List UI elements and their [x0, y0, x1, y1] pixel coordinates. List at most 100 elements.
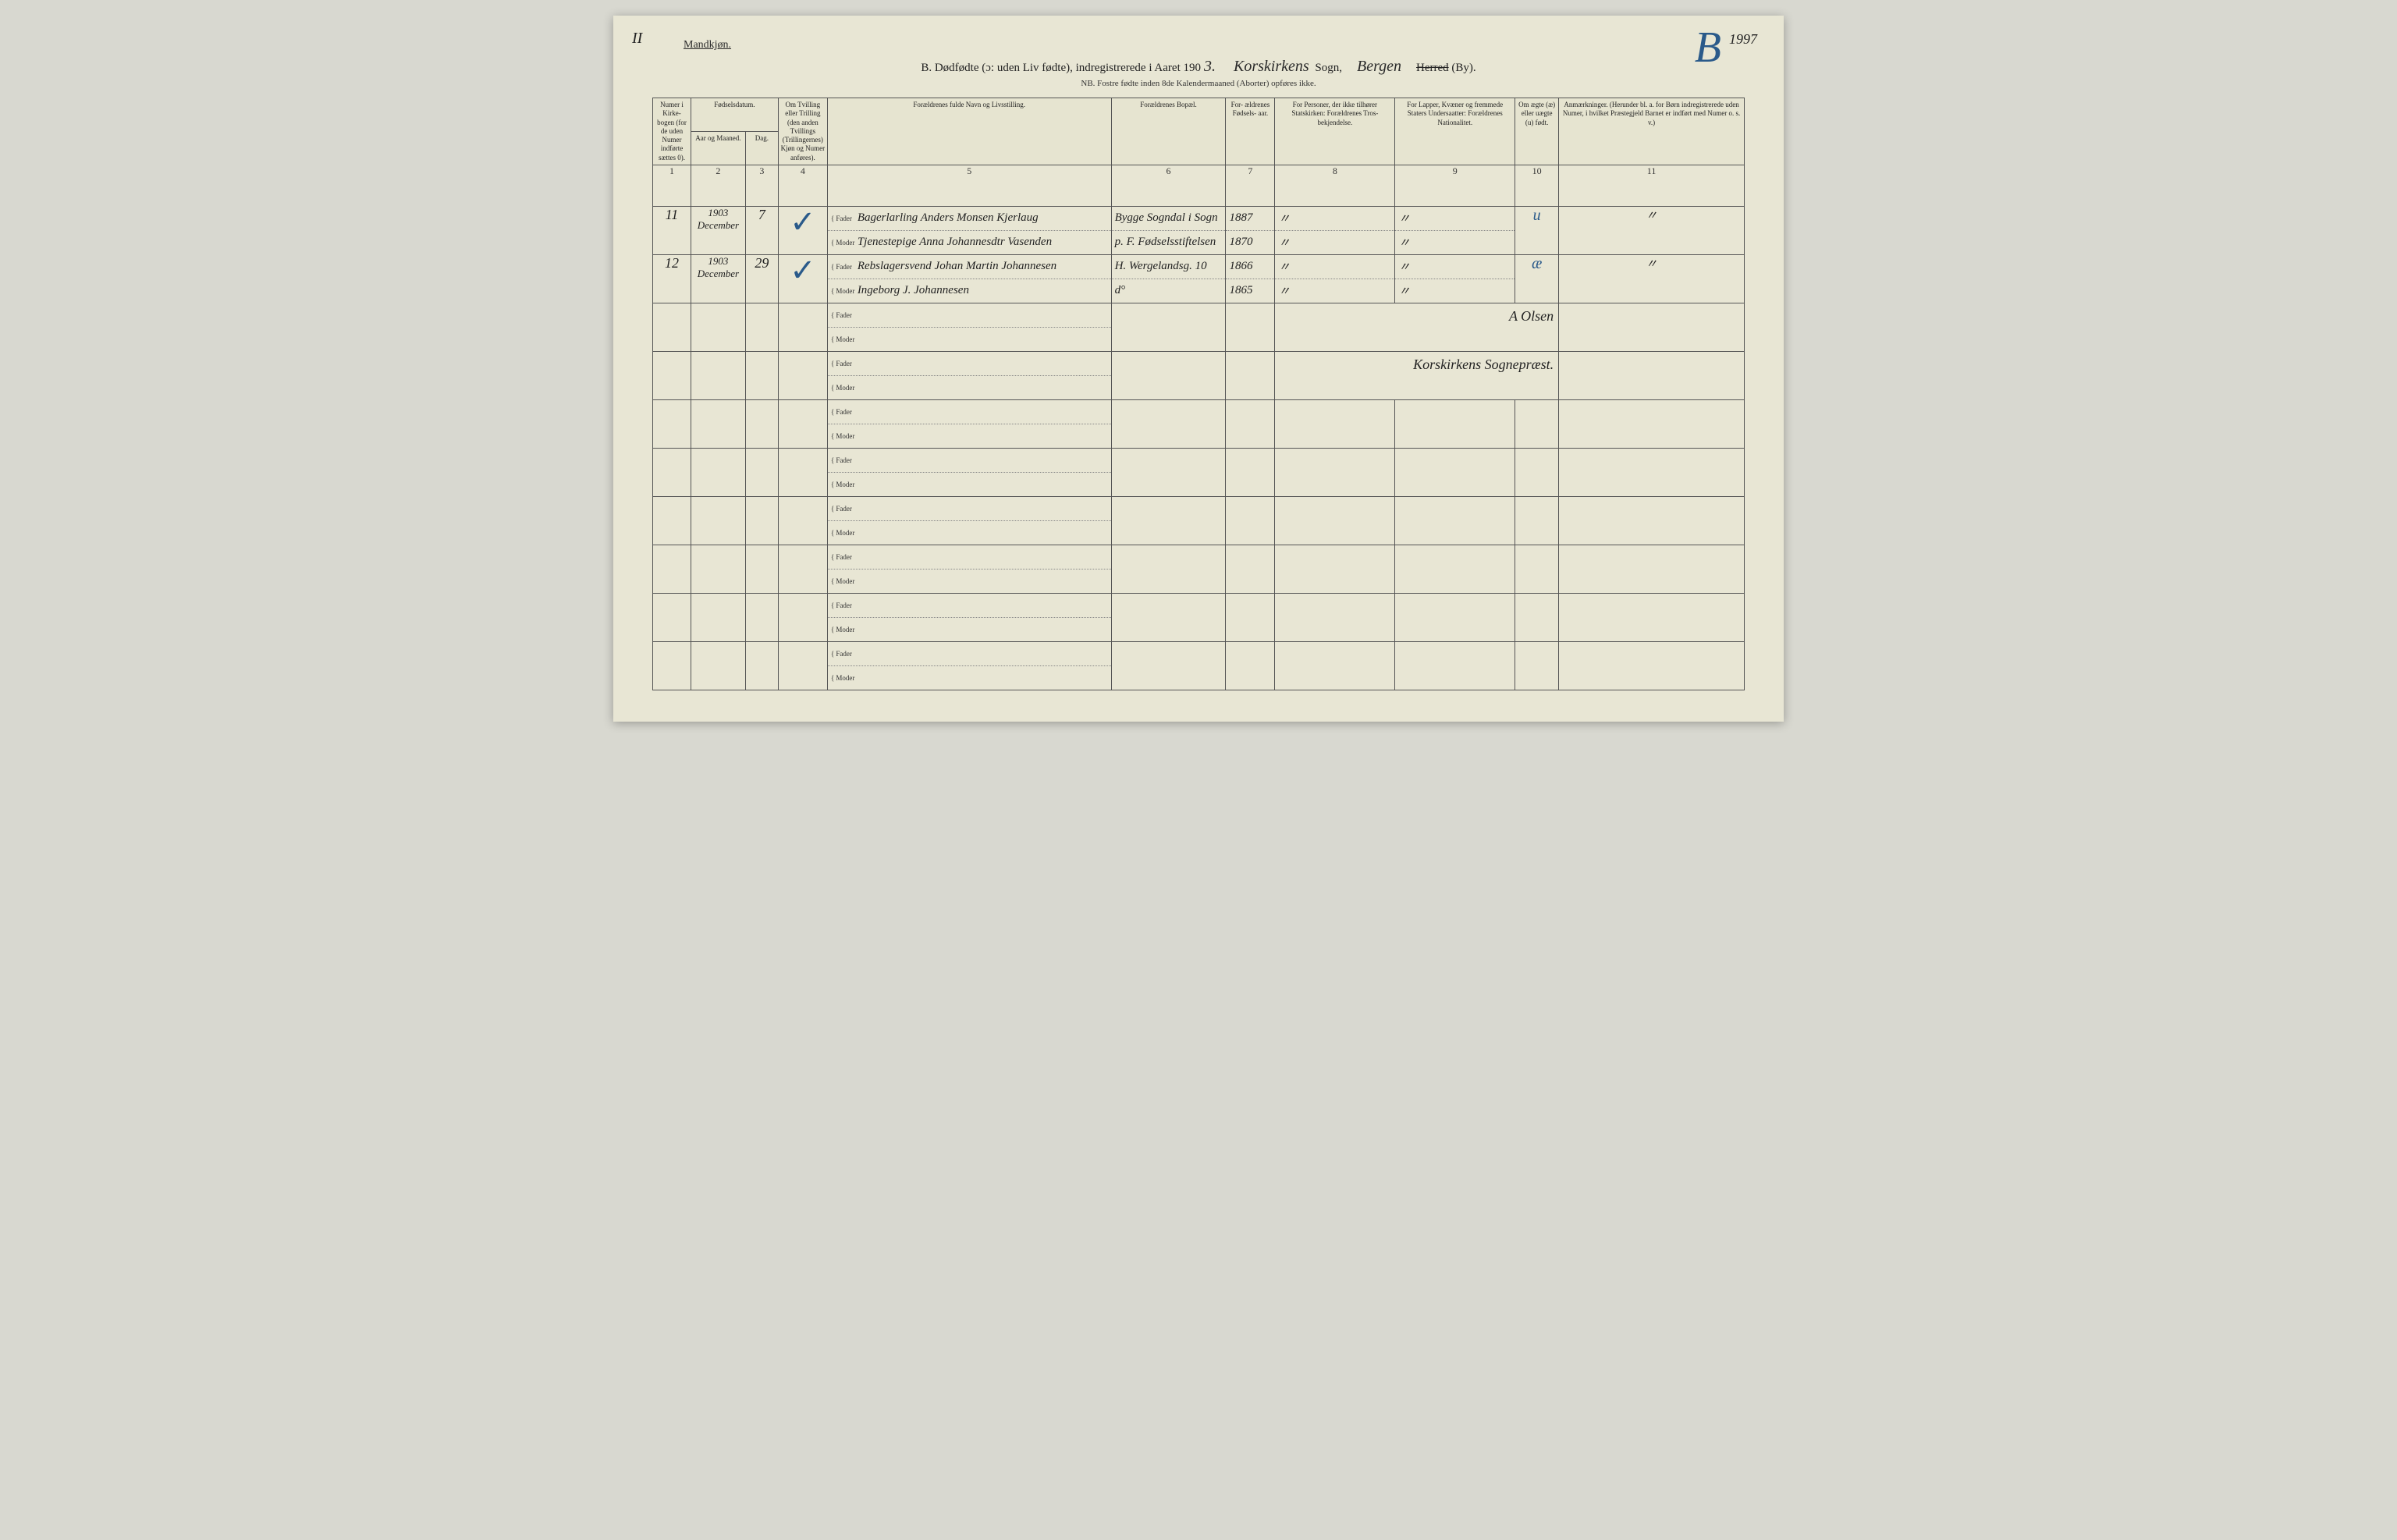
empty [1111, 496, 1226, 545]
title-year-suffix: 3. [1201, 58, 1219, 75]
empty [745, 545, 778, 593]
empty [1395, 593, 1515, 641]
empty [1559, 303, 1745, 351]
table-row: { Fader{ Moder [653, 545, 1745, 593]
empty [1226, 448, 1275, 496]
empty [1559, 545, 1745, 593]
colnum-10: 10 [1515, 165, 1559, 206]
twin-mark: ✓ [778, 254, 827, 303]
title-prefix: B. Dødfødte (ɔ: uden Liv fødte), indregi… [921, 62, 1201, 74]
parents-names: { Fader{ Moder [827, 448, 1111, 496]
year-month: 1903 December [691, 254, 745, 303]
register-no: 11 [653, 206, 691, 254]
empty [1395, 641, 1515, 690]
empty [691, 593, 745, 641]
empty [1275, 399, 1395, 448]
empty [691, 399, 745, 448]
empty [1111, 448, 1226, 496]
table-row: { Fader{ Moder [653, 641, 1745, 690]
empty [653, 593, 691, 641]
empty [778, 351, 827, 399]
empty [1226, 496, 1275, 545]
empty [745, 303, 778, 351]
empty [653, 351, 691, 399]
empty [1226, 641, 1275, 690]
col-header-6: Forældrenes Bopæl. [1111, 98, 1226, 165]
table-row: { Fader{ Moder [653, 496, 1745, 545]
empty [1111, 351, 1226, 399]
colnum-7: 7 [1226, 165, 1275, 206]
parents-names: { Fader{ Moder [827, 545, 1111, 593]
colnum-8: 8 [1275, 165, 1395, 206]
empty [1515, 399, 1559, 448]
parents-names: { Fader{ Moder [827, 641, 1111, 690]
empty [1226, 303, 1275, 351]
empty [1559, 448, 1745, 496]
herred-label: Herred [1416, 62, 1449, 74]
register-no: 12 [653, 254, 691, 303]
empty [1111, 303, 1226, 351]
parents-names: { FaderRebslagersvend Johan Martin Johan… [827, 254, 1111, 303]
table-row: { Fader{ ModerA Olsen [653, 303, 1745, 351]
gender-heading: Mandkjøn. [652, 39, 1745, 51]
empty [1275, 496, 1395, 545]
empty [653, 448, 691, 496]
empty [1515, 593, 1559, 641]
empty [1395, 545, 1515, 593]
faith: 〃〃 [1275, 206, 1395, 254]
empty [1515, 641, 1559, 690]
empty [778, 641, 827, 690]
empty [1226, 399, 1275, 448]
empty [1559, 399, 1745, 448]
year-month: 1903 December [691, 206, 745, 254]
residence: Bygge Sogndal i Sognp. F. Fødselsstiftel… [1111, 206, 1226, 254]
title-line: B. Dødfødte (ɔ: uden Liv fødte), indregi… [652, 58, 1745, 76]
day: 29 [745, 254, 778, 303]
parents-names: { Fader{ Moder [827, 496, 1111, 545]
empty [1111, 399, 1226, 448]
empty [1559, 351, 1745, 399]
col-header-11: Anmærkninger. (Herunder bl. a. for Børn … [1559, 98, 1745, 165]
empty [1559, 593, 1745, 641]
district-handwritten: Bergen [1354, 58, 1404, 75]
signature: A Olsen [1275, 303, 1559, 351]
empty [1275, 448, 1395, 496]
empty [778, 593, 827, 641]
register-page: II B 1997 Mandkjøn. B. Dødfødte (ɔ: uden… [613, 16, 1784, 722]
empty [778, 496, 827, 545]
empty [653, 545, 691, 593]
col-header-8: For Personer, der ikke tilhører Statskir… [1275, 98, 1395, 165]
birth-years: 18871870 [1226, 206, 1275, 254]
empty [1226, 545, 1275, 593]
table-row: { Fader{ Moder [653, 448, 1745, 496]
empty [691, 545, 745, 593]
empty [745, 351, 778, 399]
empty [653, 399, 691, 448]
empty [778, 399, 827, 448]
empty [1559, 641, 1745, 690]
twin-mark: ✓ [778, 206, 827, 254]
table-row: { Fader{ Moder [653, 399, 1745, 448]
empty [1111, 641, 1226, 690]
big-letter-b: B [1695, 33, 1721, 63]
day: 7 [745, 206, 778, 254]
col-header-year-month: Aar og Maaned. [691, 131, 745, 165]
col-header-day: Dag. [745, 131, 778, 165]
col-header-5: Forældrenes fulde Navn og Livsstilling. [827, 98, 1111, 165]
colnum-5: 5 [827, 165, 1111, 206]
empty [778, 303, 827, 351]
header-row-1: Numer i Kirke- bogen (for de uden Numer … [653, 98, 1745, 132]
legitimacy: æ [1515, 254, 1559, 303]
colnum-9: 9 [1395, 165, 1515, 206]
col-header-9: For Lapper, Kvæner og fremmede Staters U… [1395, 98, 1515, 165]
empty [745, 496, 778, 545]
empty [1111, 593, 1226, 641]
register-table: Numer i Kirke- bogen (for de uden Numer … [652, 98, 1745, 690]
empty [1275, 641, 1395, 690]
empty [745, 641, 778, 690]
empty [1226, 351, 1275, 399]
colnum-11: 11 [1559, 165, 1745, 206]
empty [691, 641, 745, 690]
birth-years: 18661865 [1226, 254, 1275, 303]
legitimacy: u [1515, 206, 1559, 254]
